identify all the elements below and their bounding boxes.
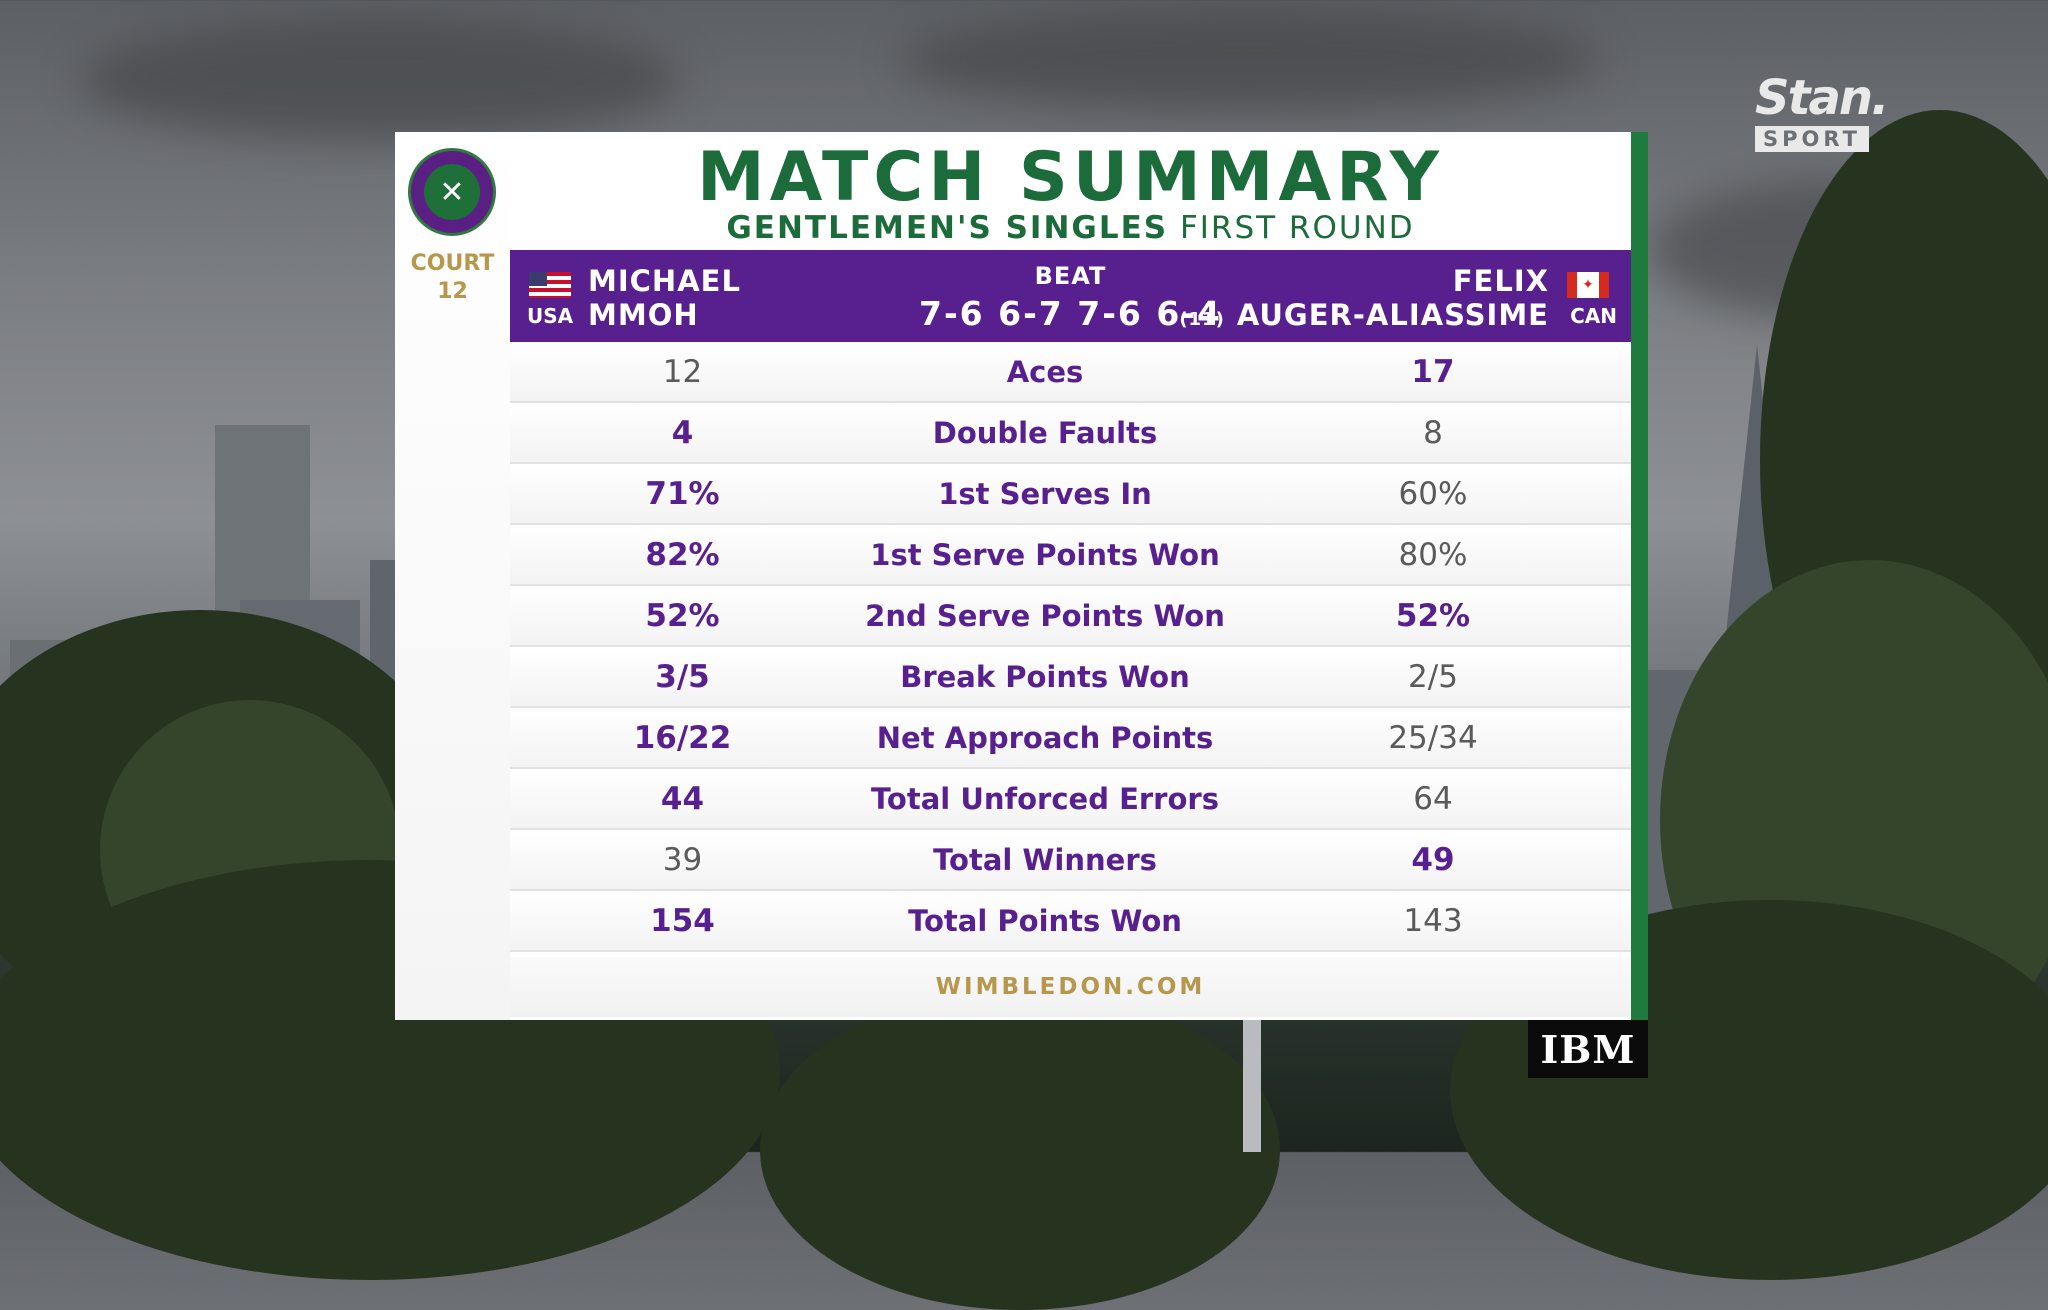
stat-label: Total Points Won — [908, 904, 1182, 938]
stan-logo-sport: SPORT — [1755, 126, 1869, 152]
stat-player1-value: 39 — [662, 842, 703, 878]
stat-row: 39 Total Winners 49 — [510, 830, 1631, 891]
match-score: 7-6 6-7 7-6 6-4 — [919, 294, 1222, 333]
match-result: BEAT — [1034, 262, 1107, 290]
stat-player1-value: 82% — [645, 537, 720, 573]
stat-label: Double Faults — [932, 416, 1158, 450]
stat-player1-value: 52% — [645, 598, 720, 634]
stat-row: 12 Aces 17 — [510, 342, 1631, 403]
stats-table: 12 Aces 17 4 Double Faults 8 71% 1st Serves In 6… — [510, 342, 1631, 952]
court-number: 12 — [437, 279, 468, 304]
stat-player2-value: 49 — [1411, 842, 1455, 878]
event-subtitle: GENTLEMEN'S SINGLES FIRST ROUND — [510, 208, 1631, 248]
stat-label: 1st Serves In — [938, 477, 1152, 511]
wimbledon-crest-icon: ✕ — [408, 148, 496, 236]
stat-row: 82% 1st Serve Points Won 80% — [510, 525, 1631, 586]
court-text: COURT — [410, 251, 495, 276]
stat-label: Aces — [1006, 355, 1084, 389]
court-label: COURT 12 — [395, 250, 510, 306]
stat-row: 3/5 Break Points Won 2/5 — [510, 647, 1631, 708]
stat-player2-value: 8 — [1423, 415, 1443, 451]
page-title: MATCH SUMMARY — [697, 138, 1444, 217]
stat-player2-value: 52% — [1395, 598, 1471, 634]
player1-country: USA — [527, 304, 574, 328]
side-column — [395, 132, 510, 1020]
stat-player2-value: 64 — [1413, 781, 1453, 817]
stat-label: Total Winners — [933, 843, 1157, 877]
event-name: GENTLEMEN'S SINGLES — [726, 210, 1169, 246]
stat-player2-value: 17 — [1411, 354, 1455, 390]
stat-player1-value: 154 — [650, 903, 715, 939]
stat-player2-value: 80% — [1398, 537, 1468, 573]
players-header: USA MICHAEL MMOH BEAT 7-6 6-7 7-6 6-4 FE… — [510, 250, 1631, 342]
stan-logo-word: Stan. — [1755, 70, 1889, 126]
stat-player2-value: 143 — [1403, 903, 1463, 939]
stat-player1-value: 12 — [662, 354, 703, 390]
player2-last-name-line: (11) AUGER-ALIASSIME — [1179, 298, 1549, 332]
stat-player1-value: 4 — [671, 415, 694, 451]
event-round: FIRST ROUND — [1179, 210, 1415, 246]
stat-row: 4 Double Faults 8 — [510, 403, 1631, 464]
footer-website: WIMBLEDON.COM — [510, 957, 1631, 1017]
player1-last-name: MMOH — [588, 298, 699, 332]
stat-player1-value: 16/22 — [633, 720, 732, 756]
stat-label: Total Unforced Errors — [871, 782, 1219, 816]
stat-row: 154 Total Points Won 143 — [510, 891, 1631, 952]
stat-player2-value: 2/5 — [1408, 659, 1458, 695]
player1-first-name: MICHAEL — [588, 264, 741, 298]
usa-flag-icon — [529, 272, 571, 298]
stat-row: 71% 1st Serves In 60% — [510, 464, 1631, 525]
player2-country: CAN — [1570, 304, 1617, 328]
stat-label: 2nd Serve Points Won — [865, 599, 1225, 633]
stat-player2-value: 25/34 — [1388, 720, 1478, 756]
player2-last-name: AUGER-ALIASSIME — [1236, 298, 1549, 332]
player2-first-name: FELIX — [1452, 264, 1549, 298]
stan-sport-logo: Stan. SPORT — [1755, 70, 1889, 152]
canada-flag-icon: ✦ — [1567, 272, 1609, 298]
stat-player2-value: 60% — [1398, 476, 1468, 512]
stat-label: Break Points Won — [900, 660, 1190, 694]
stat-player1-value: 71% — [645, 476, 720, 512]
stat-label: 1st Serve Points Won — [870, 538, 1220, 572]
ibm-logo: IBM — [1528, 1020, 1648, 1078]
stat-player1-value: 44 — [660, 781, 705, 817]
green-accent-bar — [1631, 132, 1648, 1020]
stat-player1-value: 3/5 — [655, 659, 710, 695]
stat-row: 52% 2nd Serve Points Won 52% — [510, 586, 1631, 647]
stat-row: 44 Total Unforced Errors 64 — [510, 769, 1631, 830]
player2-seed: (11) — [1179, 309, 1225, 330]
crossed-rackets-icon: ✕ — [424, 164, 480, 220]
